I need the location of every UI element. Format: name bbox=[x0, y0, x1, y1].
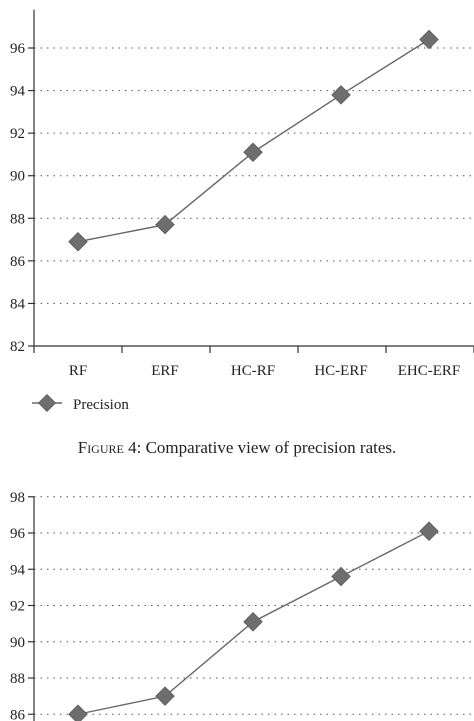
y-tick-label: 98 bbox=[10, 490, 25, 506]
y-tick-label: 90 bbox=[10, 169, 25, 185]
x-tick-label: RF bbox=[69, 363, 87, 379]
y-axis-ticks: 86 88 90 92 94 96 98 bbox=[10, 490, 34, 721]
data-point-marker bbox=[419, 29, 439, 50]
chart-precision-top: 82 84 86 88 90 92 94 96 RF ERF HC-RF HC-ERF EHC-ERF… bbox=[10, 9, 474, 413]
y-tick-label: 86 bbox=[10, 254, 26, 270]
chart-bottom: 86 88 90 92 94 96 98 bbox=[10, 490, 474, 721]
y-tick-label: 82 bbox=[10, 339, 25, 355]
data-point-marker bbox=[155, 214, 175, 235]
y-tick-label: 94 bbox=[10, 84, 26, 100]
series-precision bbox=[68, 29, 439, 252]
caption-label: Figure 4 bbox=[78, 438, 137, 457]
data-point-marker bbox=[419, 521, 439, 541]
data-point-marker bbox=[68, 704, 88, 721]
figure-caption: Figure 4: Comparative view of precision … bbox=[78, 438, 397, 457]
data-point-marker bbox=[243, 142, 263, 163]
legend: Precision bbox=[32, 393, 129, 413]
axes bbox=[33, 9, 474, 347]
y-tick-label: 92 bbox=[10, 599, 25, 615]
y-tick-label: 92 bbox=[10, 126, 25, 142]
y-tick-label: 94 bbox=[10, 562, 26, 578]
data-point-marker bbox=[331, 85, 351, 105]
y-tick-label: 88 bbox=[10, 671, 25, 687]
y-tick-label: 86 bbox=[10, 707, 26, 721]
data-point-marker bbox=[331, 566, 351, 587]
data-point-marker bbox=[68, 231, 88, 252]
series-line bbox=[68, 521, 439, 721]
data-point-marker bbox=[243, 612, 263, 632]
x-tick-label: EHC-ERF bbox=[398, 363, 461, 379]
y-axis-ticks: 82 84 86 88 90 92 94 96 bbox=[10, 41, 34, 355]
data-point-marker bbox=[155, 686, 175, 706]
y-tick-label: 90 bbox=[10, 635, 25, 651]
x-tick-label: HC-RF bbox=[231, 363, 275, 379]
caption-text: : Comparative view of precision rates. bbox=[137, 438, 397, 457]
x-axis-ticks: RF ERF HC-RF HC-ERF EHC-ERF bbox=[33, 346, 474, 379]
y-tick-label: 84 bbox=[10, 296, 26, 312]
legend-diamond-icon bbox=[37, 393, 57, 413]
y-tick-label: 96 bbox=[10, 526, 26, 542]
series-line bbox=[77, 38, 430, 243]
y-tick-label: 88 bbox=[10, 211, 25, 227]
y-tick-label: 96 bbox=[10, 41, 26, 57]
x-tick-label: HC-ERF bbox=[314, 363, 367, 379]
grid-lines bbox=[34, 496, 474, 715]
legend-label-precision: Precision bbox=[73, 397, 129, 413]
grid-lines bbox=[34, 47, 474, 304]
x-tick-label: ERF bbox=[151, 363, 179, 379]
